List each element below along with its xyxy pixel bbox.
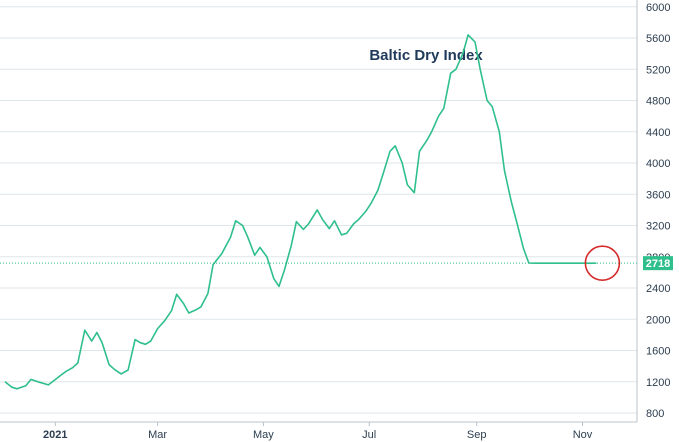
y-tick-3600: 3600 <box>646 189 670 201</box>
y-tick-4800: 4800 <box>646 96 670 108</box>
y-tick-6000: 6000 <box>646 2 670 14</box>
y-tick-4000: 4000 <box>646 158 670 170</box>
grid <box>0 6 637 414</box>
x-tick-may: May <box>253 429 274 441</box>
y-tick-5600: 5600 <box>646 33 670 45</box>
y-tick-labels: 8001200160020002400280032003600400044004… <box>646 2 670 420</box>
x-tick-labels: 2021 Mar May Jul Sep Nov <box>43 422 593 441</box>
x-tick-2021: 2021 <box>43 429 67 441</box>
y-tick-1200: 1200 <box>646 377 670 389</box>
x-tick-jul: Jul <box>362 429 376 441</box>
y-tick-1600: 1600 <box>646 346 670 358</box>
highlight-circle <box>584 245 621 281</box>
y-tick-2000: 2000 <box>646 314 670 326</box>
last-value-label: 2718 <box>646 258 670 270</box>
x-tick-nov: Nov <box>573 429 593 441</box>
y-tick-800: 800 <box>646 408 664 420</box>
chart-title: Baltic Dry Index <box>369 47 483 64</box>
x-tick-mar: Mar <box>148 429 167 441</box>
y-tick-3200: 3200 <box>646 221 670 233</box>
y-tick-5200: 5200 <box>646 64 670 76</box>
y-tick-4400: 4400 <box>646 127 670 139</box>
series-line <box>4 34 597 390</box>
x-tick-sep: Sep <box>467 429 487 441</box>
y-tick-2400: 2400 <box>646 283 670 295</box>
last-value-badge <box>643 256 673 271</box>
